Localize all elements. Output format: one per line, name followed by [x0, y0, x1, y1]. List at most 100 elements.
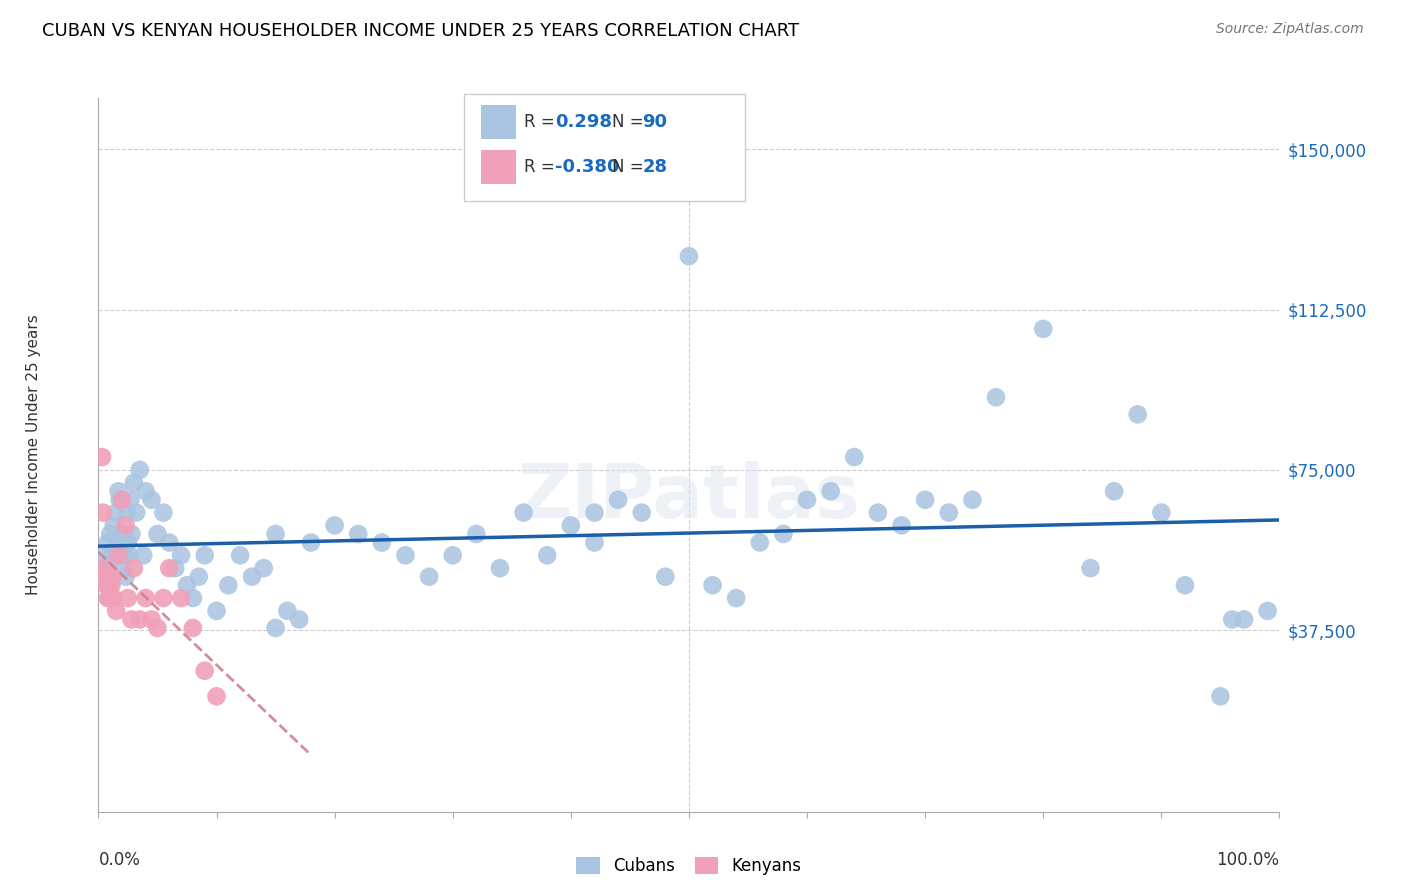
Point	[984, 390, 1007, 404]
Point	[111, 492, 134, 507]
Point	[141, 612, 163, 626]
Point	[181, 621, 204, 635]
Point	[135, 591, 157, 605]
Point	[654, 570, 676, 584]
Point	[165, 561, 187, 575]
Point	[117, 535, 139, 549]
Point	[118, 549, 141, 563]
Point	[98, 527, 121, 541]
Text: N =: N =	[612, 113, 648, 131]
Point	[128, 612, 150, 626]
Text: N =: N =	[612, 158, 648, 176]
Point	[100, 578, 122, 592]
Point	[96, 578, 118, 592]
Point	[890, 518, 912, 533]
Point	[1102, 484, 1125, 499]
Point	[98, 591, 121, 605]
Point	[100, 549, 122, 563]
Text: Source: ZipAtlas.com: Source: ZipAtlas.com	[1216, 22, 1364, 37]
Legend: Cubans, Kenyans: Cubans, Kenyans	[569, 850, 808, 882]
Point	[104, 544, 127, 558]
Point	[240, 570, 263, 584]
Point	[103, 518, 125, 533]
Point	[105, 506, 128, 520]
Point	[146, 621, 169, 635]
Point	[94, 549, 117, 563]
Point	[107, 549, 129, 563]
Point	[748, 535, 770, 549]
Point	[98, 557, 121, 571]
Point	[1209, 690, 1232, 704]
Point	[112, 549, 135, 563]
Point	[111, 527, 134, 541]
Point	[820, 484, 842, 499]
Point	[607, 492, 630, 507]
Point	[101, 570, 124, 584]
Point	[97, 535, 120, 549]
Point	[394, 549, 416, 563]
Point	[205, 690, 228, 704]
Point	[1032, 322, 1054, 336]
Point	[176, 578, 198, 592]
Point	[371, 535, 394, 549]
Point	[229, 549, 252, 563]
Point	[1220, 612, 1243, 626]
Point	[120, 492, 142, 507]
Point	[91, 506, 114, 520]
Point	[205, 604, 228, 618]
Point	[108, 492, 131, 507]
Point	[1080, 561, 1102, 575]
Point	[170, 591, 193, 605]
Point	[288, 612, 311, 626]
Point	[772, 527, 794, 541]
Point	[844, 450, 866, 464]
Text: 0.0%: 0.0%	[98, 851, 141, 869]
Text: 28: 28	[643, 158, 668, 176]
Point	[93, 570, 115, 584]
Point	[152, 591, 174, 605]
Point	[418, 570, 440, 584]
Point	[253, 561, 276, 575]
Point	[796, 492, 818, 507]
Point	[91, 450, 114, 464]
Point	[702, 578, 724, 592]
Point	[110, 549, 132, 563]
Point	[135, 484, 157, 499]
Point	[725, 591, 748, 605]
Point	[441, 549, 464, 563]
Point	[299, 535, 322, 549]
Point	[122, 561, 145, 575]
Point	[93, 561, 115, 575]
Point	[121, 527, 143, 541]
Point	[97, 591, 120, 605]
Point	[187, 570, 209, 584]
Point	[678, 249, 700, 263]
Point	[98, 578, 121, 592]
Text: 0.298: 0.298	[555, 113, 613, 131]
Point	[141, 492, 163, 507]
Point	[630, 506, 652, 520]
Text: -0.380: -0.380	[555, 158, 620, 176]
Point	[181, 591, 204, 605]
Point	[194, 664, 217, 678]
Point	[157, 561, 180, 575]
Point	[962, 492, 984, 507]
Point	[512, 506, 534, 520]
Point	[1174, 578, 1197, 592]
Point	[583, 535, 606, 549]
Point	[96, 578, 118, 592]
Point	[112, 561, 135, 575]
Point	[146, 527, 169, 541]
Point	[132, 549, 155, 563]
Point	[264, 621, 287, 635]
Point	[465, 527, 488, 541]
Point	[276, 604, 298, 618]
Text: CUBAN VS KENYAN HOUSEHOLDER INCOME UNDER 25 YEARS CORRELATION CHART: CUBAN VS KENYAN HOUSEHOLDER INCOME UNDER…	[42, 22, 799, 40]
Point	[121, 612, 143, 626]
Point	[217, 578, 239, 592]
Point	[489, 561, 512, 575]
Point	[114, 518, 136, 533]
Text: 90: 90	[643, 113, 668, 131]
Point	[194, 549, 217, 563]
Text: R =: R =	[524, 158, 561, 176]
